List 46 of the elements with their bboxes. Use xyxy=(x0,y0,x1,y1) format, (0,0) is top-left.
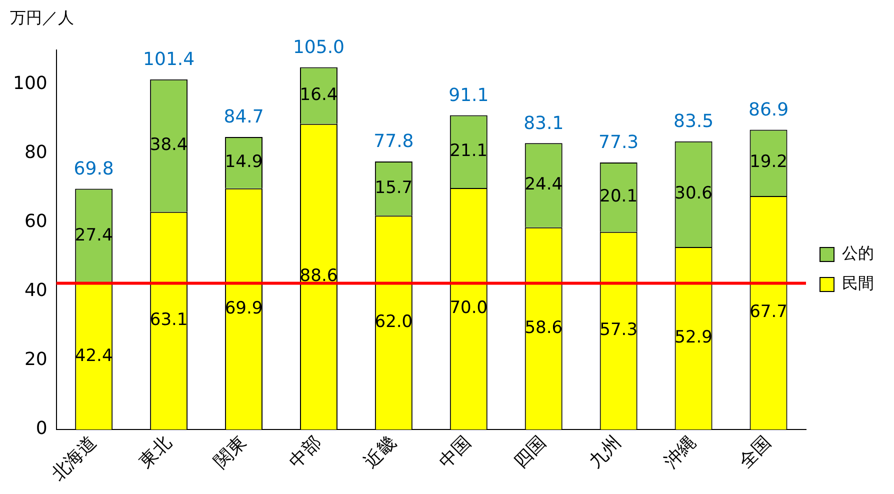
y-tick-label: 40 xyxy=(24,280,48,302)
data-label: 57.3 xyxy=(600,320,638,340)
data-label: 24.4 xyxy=(524,174,563,195)
y-tick-label: 20 xyxy=(24,349,48,370)
total-label: 69.8 xyxy=(74,158,114,180)
data-label: 70.0 xyxy=(450,298,488,318)
total-label: 77.8 xyxy=(374,131,414,152)
y-axis-title: 万円／人 xyxy=(10,8,74,29)
data-label: 88.6 xyxy=(300,266,338,286)
y-tick-label: 60 xyxy=(24,211,48,232)
total-label: 101.4 xyxy=(143,49,195,70)
x-tick-label: 四国 xyxy=(510,432,550,472)
data-label: 63.1 xyxy=(150,310,188,330)
data-label: 67.7 xyxy=(750,302,788,322)
total-label: 91.1 xyxy=(448,84,489,106)
total-label: 77.3 xyxy=(598,132,639,154)
data-label: 69.9 xyxy=(224,298,263,318)
x-tick-label: 関東 xyxy=(210,432,251,472)
y-tick-label: 100 xyxy=(12,73,48,94)
y-tick-label: 80 xyxy=(24,142,48,164)
data-label: 15.7 xyxy=(374,178,413,198)
x-tick-label: 全国 xyxy=(735,432,776,472)
total-label: 84.7 xyxy=(224,106,264,128)
x-tick-label: 中国 xyxy=(435,432,476,472)
data-label: 62.0 xyxy=(374,312,413,332)
x-tick-label: 中部 xyxy=(285,432,326,472)
data-label: 14.9 xyxy=(224,152,263,172)
y-tick-label: 0 xyxy=(36,418,48,440)
x-tick-label: 沖縄 xyxy=(660,432,700,472)
x-tick-label: 近畿 xyxy=(360,432,401,472)
data-label: 21.1 xyxy=(450,141,488,162)
data-label: 19.2 xyxy=(750,152,788,172)
data-label: 30.6 xyxy=(674,184,712,204)
total-label: 83.5 xyxy=(674,111,714,132)
x-tick-label: 東北 xyxy=(135,432,176,472)
x-tick-label: 北海道 xyxy=(48,432,101,486)
data-label: 20.1 xyxy=(600,186,638,207)
total-label: 105.0 xyxy=(292,36,344,58)
total-label: 86.9 xyxy=(748,99,789,120)
x-tick-label: 九州 xyxy=(585,432,626,472)
data-label: 58.6 xyxy=(524,318,563,338)
total-label: 83.1 xyxy=(524,112,564,134)
data-label: 52.9 xyxy=(674,328,712,348)
legend-label: 民間 xyxy=(842,274,874,293)
legend-label: 公的 xyxy=(842,244,874,263)
data-label: 16.4 xyxy=(300,84,338,105)
